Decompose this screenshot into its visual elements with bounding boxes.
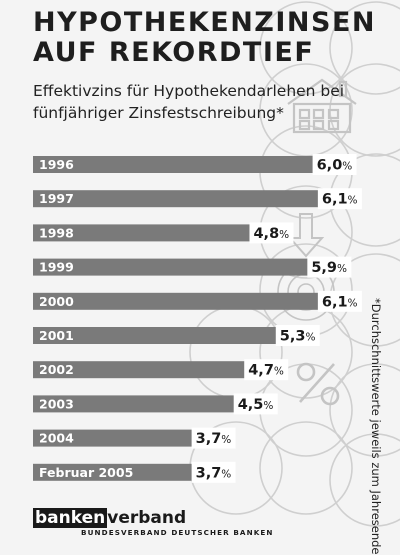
value-unit: % bbox=[348, 297, 358, 309]
value-label-box bbox=[233, 393, 278, 415]
bar bbox=[33, 463, 228, 481]
logo-wordmark: banken verband bbox=[33, 508, 186, 528]
subtitle-line-1: Effektivzins für Hypothekendarlehen bei bbox=[33, 82, 345, 100]
bar-row: 1996 6,0% bbox=[33, 154, 357, 175]
bar bbox=[33, 292, 354, 310]
value-unit: % bbox=[279, 229, 289, 241]
house-icon bbox=[287, 78, 357, 134]
value-unit: % bbox=[274, 366, 284, 378]
logo-part-banken: banken bbox=[33, 508, 108, 528]
logo-subtitle: BUNDESVERBAND DEUTSCHER BANKEN bbox=[81, 528, 274, 537]
category-label: 2003 bbox=[39, 396, 74, 411]
title-line-2: AUF REKORDTIEF bbox=[33, 37, 315, 68]
category-label: 1996 bbox=[39, 157, 74, 172]
bar-row: 1997 6,1% bbox=[33, 188, 362, 210]
value-label: 5,9% bbox=[311, 260, 347, 276]
bar-row: 2003 4,5% bbox=[33, 393, 278, 415]
value-unit: % bbox=[221, 468, 231, 480]
bar bbox=[33, 327, 312, 344]
category-label: 2001 bbox=[39, 328, 74, 343]
value-unit: % bbox=[348, 195, 358, 207]
bar bbox=[33, 395, 270, 413]
bar-row: 2002 4,7% bbox=[33, 359, 289, 381]
value-label: 3,7% bbox=[196, 465, 232, 481]
category-label: 2004 bbox=[39, 431, 74, 446]
value-unit: % bbox=[305, 332, 315, 344]
value-label: 5,3% bbox=[280, 329, 316, 345]
bar bbox=[33, 156, 349, 173]
value-label: 6,1% bbox=[322, 294, 358, 310]
category-label: 1998 bbox=[39, 225, 74, 240]
value-unit: % bbox=[337, 263, 347, 275]
value-unit: % bbox=[263, 400, 273, 412]
value-label: 6,1% bbox=[322, 192, 358, 208]
title-line-1: HYPOTHEKENZINSEN bbox=[33, 7, 377, 38]
footnote-text: *Durchschnittswerte jeweils zum Jahresen… bbox=[369, 298, 383, 555]
chart-subtitle: Effektivzins für Hypothekendarlehen bei … bbox=[33, 80, 363, 124]
value-label-box bbox=[191, 427, 236, 449]
arrow-down-icon bbox=[287, 213, 325, 258]
value-label-box bbox=[317, 188, 362, 210]
category-label: 1999 bbox=[39, 260, 74, 275]
bar-row: 1998 4,8% bbox=[33, 222, 294, 244]
bar-row: 2001 5,3% bbox=[33, 325, 320, 346]
value-label: 4,7% bbox=[248, 363, 284, 379]
value-unit: % bbox=[221, 434, 231, 446]
bar-row: Februar 2005 3,7% bbox=[33, 461, 236, 483]
percent-icon bbox=[296, 362, 340, 406]
value-label-box bbox=[317, 290, 362, 312]
bar bbox=[33, 190, 354, 208]
value-label: 3,7% bbox=[196, 431, 232, 447]
category-label: 2002 bbox=[39, 362, 74, 377]
logo-part-verband: verband bbox=[107, 508, 187, 528]
bar bbox=[33, 361, 281, 379]
subtitle-line-2: fünfjähriger Zinsfestschreibung* bbox=[33, 104, 284, 122]
value-label-box bbox=[244, 359, 289, 381]
bar-row: 2004 3,7% bbox=[33, 427, 236, 449]
value-label-box bbox=[307, 256, 352, 278]
bar bbox=[33, 224, 286, 242]
value-label-box bbox=[275, 325, 320, 346]
category-label: 2000 bbox=[39, 294, 74, 309]
value-label-box bbox=[249, 222, 294, 244]
value-unit: % bbox=[342, 161, 352, 173]
value-label-box bbox=[191, 461, 236, 483]
bar-row: 1999 5,9% bbox=[33, 256, 352, 278]
bar bbox=[33, 429, 228, 447]
value-label: 6,0% bbox=[317, 158, 353, 174]
category-label: Februar 2005 bbox=[39, 465, 133, 480]
bar bbox=[33, 258, 344, 276]
value-label-box bbox=[312, 154, 357, 175]
value-label: 4,5% bbox=[238, 397, 274, 413]
category-label: 1997 bbox=[39, 191, 74, 206]
chart-title: HYPOTHEKENZINSEN AUF REKORDTIEF bbox=[33, 8, 376, 68]
bar-row: 2000 6,1% bbox=[33, 290, 362, 312]
value-label: 4,8% bbox=[253, 226, 289, 242]
